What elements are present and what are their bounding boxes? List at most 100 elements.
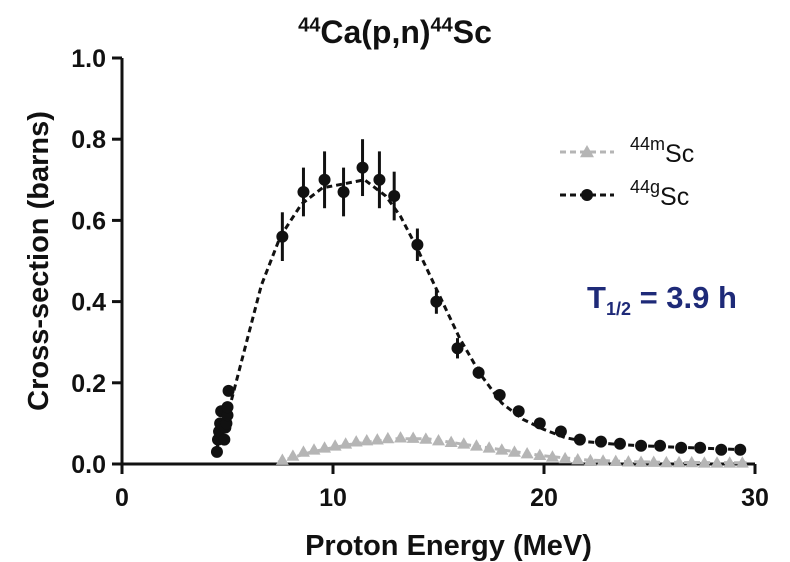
data-point	[356, 161, 369, 174]
legend-label: 44gSc	[630, 177, 689, 211]
data-point	[545, 450, 559, 462]
title-product: Sc	[452, 14, 492, 50]
data-point	[430, 295, 443, 308]
data-point	[554, 425, 567, 438]
chart-title: 44Ca(p,n)44Sc	[0, 14, 790, 51]
data-point	[370, 433, 384, 445]
legend-label-base: Sc	[660, 183, 689, 211]
legend-label-base: Sc	[665, 140, 694, 168]
data-point	[634, 455, 648, 467]
data-point	[533, 417, 546, 430]
data-point	[647, 455, 661, 467]
title-mass-number-ca: 44	[298, 14, 321, 37]
title-mass-number-sc: 44	[430, 14, 453, 37]
data-point	[710, 456, 724, 468]
half-life-value: = 3.9 h	[630, 280, 737, 315]
data-point	[697, 456, 711, 468]
data-point	[394, 431, 408, 443]
data-point	[533, 448, 547, 460]
data-point	[222, 384, 235, 397]
data-point	[381, 431, 395, 444]
y-tick-label: 0.8	[71, 126, 106, 154]
legend-label: 44mSc	[630, 134, 694, 168]
legend-label-superscript: 44m	[630, 134, 665, 154]
data-point	[210, 445, 223, 458]
data-point	[339, 437, 353, 449]
y-tick-label: 0.2	[71, 370, 106, 398]
data-point	[373, 173, 386, 186]
data-point	[472, 366, 485, 379]
x-tick-label: 0	[115, 484, 129, 512]
half-life-subscript: 1/2	[605, 299, 631, 320]
data-point	[734, 443, 747, 456]
data-point	[388, 190, 401, 203]
data-point	[406, 431, 420, 443]
data-point	[457, 437, 471, 449]
axes: 0.0 0.2 0.4 0.6 0.8 1.0 0 10 20 30 Proton Energy (…	[23, 45, 769, 562]
data-point	[432, 433, 445, 446]
data-point	[307, 443, 321, 455]
data-point	[583, 453, 597, 466]
data-point	[218, 433, 231, 446]
half-life-symbol: T	[587, 280, 606, 315]
data-point	[735, 456, 749, 468]
data-point	[286, 449, 300, 461]
data-point	[360, 433, 374, 446]
data-point	[609, 454, 623, 467]
data-point	[659, 455, 673, 468]
data-point	[694, 441, 707, 454]
data-point	[337, 185, 350, 198]
data-point	[419, 432, 433, 444]
data-point	[520, 446, 534, 459]
data-point	[411, 238, 424, 251]
data-point	[685, 455, 699, 468]
data-point	[715, 443, 728, 456]
data-point	[296, 445, 310, 457]
legend-marker-icon	[580, 145, 594, 158]
data-point	[596, 454, 610, 466]
data-point	[621, 455, 635, 467]
data-point	[495, 443, 509, 455]
data-point	[469, 439, 483, 451]
data-point	[613, 437, 626, 450]
data-point	[297, 185, 310, 198]
legend-label-superscript: 44g	[630, 177, 660, 197]
data-point	[723, 456, 737, 468]
data-point	[571, 453, 585, 465]
x-tick-label: 20	[530, 484, 558, 512]
y-tick-label: 0.4	[71, 289, 106, 317]
data-point	[482, 441, 496, 453]
data-point	[444, 435, 458, 447]
y-tick-label: 0.6	[71, 207, 106, 235]
legend-marker-icon	[581, 189, 593, 201]
x-axis-label: Proton Energy (MeV)	[305, 530, 592, 562]
x-tick-label: 10	[319, 484, 347, 512]
data-point	[318, 173, 331, 186]
fit-curve-44gSc	[215, 178, 745, 452]
data-point	[318, 441, 332, 453]
data-point	[558, 451, 572, 464]
fit-curves	[215, 178, 747, 465]
data-point	[507, 445, 521, 457]
data-point	[672, 455, 686, 468]
data-point	[675, 441, 688, 454]
y-tick-label: 0.0	[71, 451, 106, 479]
data-point	[594, 435, 607, 448]
data-point	[654, 439, 667, 452]
data-point	[635, 439, 648, 452]
data-point	[221, 401, 234, 414]
data-point	[328, 439, 342, 451]
x-tick-label: 30	[741, 484, 769, 512]
data-point	[493, 388, 506, 401]
data-point	[512, 405, 525, 418]
y-axis-label: Cross-section (barns)	[23, 111, 55, 411]
data-point	[276, 230, 289, 243]
data-point	[451, 342, 464, 355]
data-point	[275, 453, 289, 465]
half-life-annotation: T1/2 = 3.9 h	[587, 280, 737, 320]
data-point	[349, 435, 363, 447]
y-tick-label: 1.0	[71, 45, 106, 73]
data-point	[573, 433, 586, 446]
